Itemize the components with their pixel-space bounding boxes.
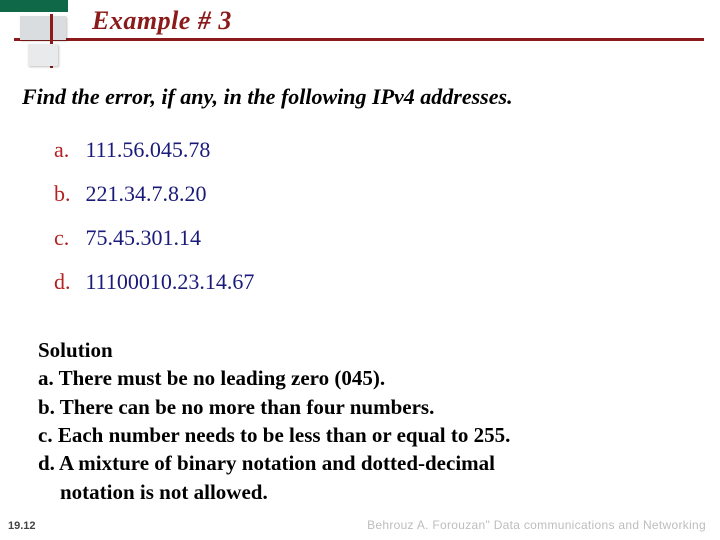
list-item: c. 75.45.301.14: [54, 216, 254, 260]
slide: Example # 3 Find the error, if any, in t…: [0, 0, 720, 540]
question-items: a. 111.56.045.78 b. 221.34.7.8.20 c. 75.…: [54, 128, 254, 304]
decoration-horizontal-line: [14, 38, 704, 41]
item-label: a.: [54, 128, 80, 172]
solution-line: c. Each number needs to be less than or …: [38, 421, 510, 449]
item-text: 75.45.301.14: [86, 225, 202, 250]
item-label: c.: [54, 216, 80, 260]
page-number: 19.12: [8, 520, 36, 532]
item-text: 221.34.7.8.20: [86, 181, 207, 206]
item-text: 111.56.045.78: [86, 137, 211, 162]
solution-line: d. A mixture of binary notation and dott…: [38, 449, 510, 477]
decoration-square-bottom: [28, 44, 58, 66]
footer-credit: Behrouz A. Forouzan" Data communications…: [367, 518, 706, 532]
list-item: b. 221.34.7.8.20: [54, 172, 254, 216]
list-item: a. 111.56.045.78: [54, 128, 254, 172]
slide-title: Example # 3: [92, 6, 232, 36]
decoration-square-top: [20, 16, 66, 40]
question-prompt: Find the error, if any, in the following…: [22, 84, 513, 110]
item-text: 11100010.23.14.67: [86, 269, 255, 294]
solution-heading: Solution: [38, 336, 510, 364]
solution-line: b. There can be no more than four number…: [38, 393, 510, 421]
item-label: b.: [54, 172, 80, 216]
solution-line-continuation: notation is not allowed.: [38, 478, 510, 506]
decoration-top-bar: [0, 0, 68, 12]
item-label: d.: [54, 260, 80, 304]
list-item: d. 11100010.23.14.67: [54, 260, 254, 304]
solution-line: a. There must be no leading zero (045).: [38, 364, 510, 392]
solution-block: Solution a. There must be no leading zer…: [38, 336, 510, 506]
